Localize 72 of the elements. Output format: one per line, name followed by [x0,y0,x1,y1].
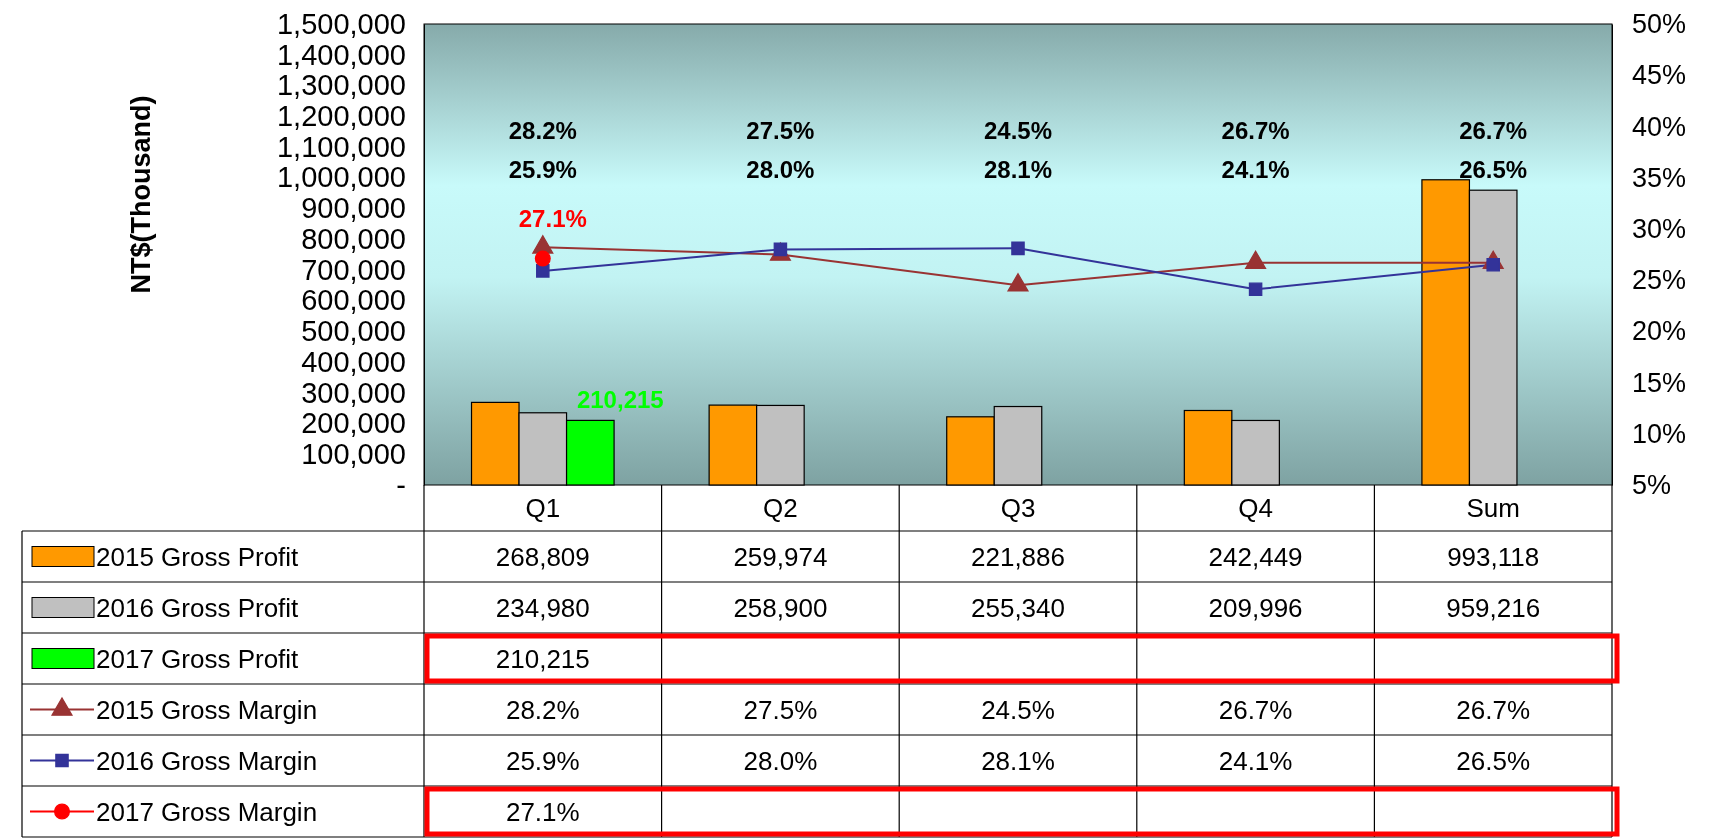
y2-tick-label: 25% [1632,265,1687,296]
data-label: 993,118 [1447,541,1540,572]
data-label: 258,900 [733,592,828,623]
y-tick-label: 100,000 [301,438,406,471]
y-tick-label: 1,000,000 [276,161,406,194]
y-tick-label: 200,000 [301,407,406,440]
data-label: 28.0% [743,745,818,776]
data-label: 27.1% [518,204,587,232]
x-tick-label: Q2 [763,493,798,523]
x-tick-label: Q3 [1000,493,1036,523]
text: 210,215 [495,643,590,674]
data-label: 268,809 [495,541,590,572]
legend-label: 2016 Gross Profit [96,592,300,623]
data-label: 255,340 [971,592,1065,623]
data-label: 210,215 [576,386,664,414]
data-label: 27.5% [743,694,818,725]
data-label: 959,216 [1446,592,1541,623]
y2-tick-label: 50% [1632,9,1687,40]
data-label: 259,974 [733,541,828,572]
data-label: 26.7% [1218,694,1293,725]
y-tick-label: 700,000 [301,253,406,286]
y-axis-title: NT$(Thousand) [126,95,156,294]
data-label: 26.7% [1456,694,1531,725]
text: 24.5% [983,117,1053,144]
text: 26.5% [1459,156,1528,183]
data-label: 234,980 [495,592,590,623]
data-label: 221,886 [971,541,1065,572]
y-tick-label: 1,400,000 [276,38,406,71]
data-label: 28.2% [505,694,580,725]
y-tick-label: - [396,468,406,501]
y-tick-label: 300,000 [301,376,406,409]
text: 25.9% [508,156,577,183]
y-tick-label: 1,300,000 [276,69,406,102]
text: 28.1% [983,156,1053,183]
x-tick-label: Q4 [1238,493,1273,523]
y-tick-label: 1,200,000 [276,99,406,132]
y-tick-label: 400,000 [301,345,406,378]
y-tick-label: 900,000 [301,192,406,225]
text: 26.7% [1221,117,1290,144]
y-tick-label: 500,000 [301,315,406,348]
legend-label: 2015 Gross Margin [96,694,318,725]
legend-label: 2017 Gross Margin [96,796,318,827]
y2-tick-label: 10% [1632,418,1687,449]
y2-tick-label: 35% [1632,162,1687,193]
data-label: 242,449 [1208,541,1303,572]
text: 27.1% [505,796,580,827]
text: 27.5% [746,117,815,144]
data-label: 28.1% [981,745,1055,776]
text: 28.0% [746,156,815,183]
x-tick-label: Q1 [525,493,561,523]
y-tick-label: 1,500,000 [276,7,406,40]
data-label: 26.5% [1456,745,1531,776]
y2-tick-label: 20% [1632,316,1687,347]
y-tick-label: 1,100,000 [276,130,406,163]
data-label: 25.9% [505,745,580,776]
legend-label: 2017 Gross Profit [96,643,300,674]
y2-tick-label: 30% [1632,214,1687,245]
data-label: 209,996 [1208,592,1303,623]
x-tick-label: Sum [1466,493,1520,523]
y-tick-label: 600,000 [301,284,406,317]
legend-label: 2016 Gross Margin [96,745,318,776]
y2-tick-label: 15% [1632,367,1687,398]
data-label: 24.1% [1218,745,1293,776]
y2-tick-label: 5% [1632,470,1672,501]
y2-tick-label: 45% [1632,60,1687,91]
y-tick-label: 800,000 [301,222,406,255]
text: 24.1% [1221,156,1290,183]
text: 28.2% [508,117,577,144]
data-label: 24.5% [981,694,1055,725]
legend-label: 2015 Gross Profit [96,541,300,572]
text: 26.7% [1459,117,1528,144]
y2-tick-label: 40% [1632,111,1687,142]
